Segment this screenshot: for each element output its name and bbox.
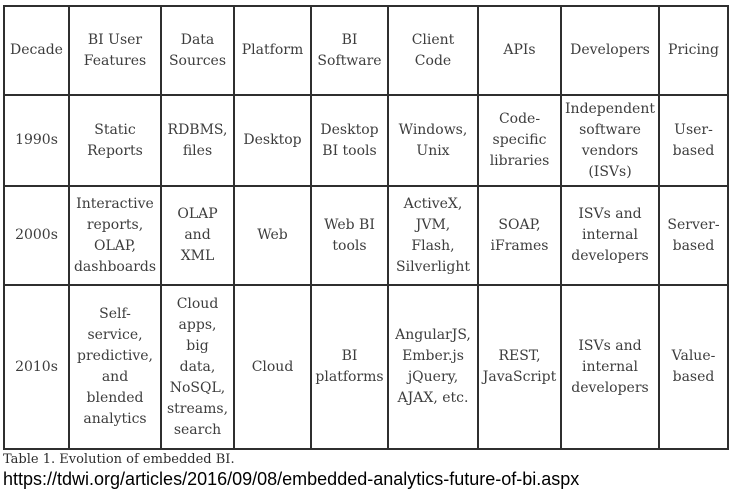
table-cell: OLAP and XML [160,185,235,286]
table-cell: 2000s [3,185,70,286]
table-cell: Desktop [233,94,312,187]
table-cell: Server- based [658,185,729,286]
table-cell: REST, JavaScript [477,284,562,450]
table-cell: Static Reports [68,94,162,187]
table-cell: ActiveX, JVM, Flash, Silverlight [387,185,479,286]
table-cell: ISVs and internal developers [560,284,660,450]
column-header-developers: Developers [560,5,660,96]
column-header-decade: Decade [3,5,70,96]
table-caption: Table 1. Evolution of embedded BI. [3,452,235,467]
table-row-2000s: 2000s Interactive reports, OLAP, dashboa… [3,185,729,286]
embedded-bi-evolution-table: Decade BI User Features Data Sources Pla… [3,5,729,450]
table-cell: 2010s [3,284,70,450]
column-header-platform: Platform [233,5,312,96]
table-row-1990s: 1990s Static Reports RDBMS, files Deskto… [3,94,729,187]
table-cell: Web BI tools [310,185,389,286]
table-cell: Desktop BI tools [310,94,389,187]
column-header-bi-software: BI Software [310,5,389,96]
table-cell: User- based [658,94,729,187]
table-cell: 1990s [3,94,70,187]
table-cell: Self- service, predictive, and blended a… [68,284,162,450]
table-cell: ISVs and internal developers [560,185,660,286]
table-row-2010s: 2010s Self- service, predictive, and ble… [3,284,729,450]
column-header-apis: APIs [477,5,562,96]
table-cell: Web [233,185,312,286]
table-cell: SOAP, iFrames [477,185,562,286]
column-header-bi-user-features: BI User Features [68,5,162,96]
header-row: Decade BI User Features Data Sources Pla… [3,5,729,96]
source-url-link[interactable]: https://tdwi.org/articles/2016/09/08/emb… [3,469,580,489]
table-cell: Independent software vendors (ISVs) [560,94,660,187]
column-header-data-sources: Data Sources [160,5,235,96]
table-cell: Code- specific libraries [477,94,562,187]
table-cell: Interactive reports, OLAP, dashboards [68,185,162,286]
column-header-pricing: Pricing [658,5,729,96]
table-cell: Value- based [658,284,729,450]
column-header-client-code: Client Code [387,5,479,96]
table-cell: Windows, Unix [387,94,479,187]
table-cell: AngularJS, Ember.js jQuery, AJAX, etc. [387,284,479,450]
table-cell: Cloud apps, big data, NoSQL, streams, se… [160,284,235,450]
table-cell: Cloud [233,284,312,450]
table-cell: BI platforms [310,284,389,450]
table-cell: RDBMS, files [160,94,235,187]
